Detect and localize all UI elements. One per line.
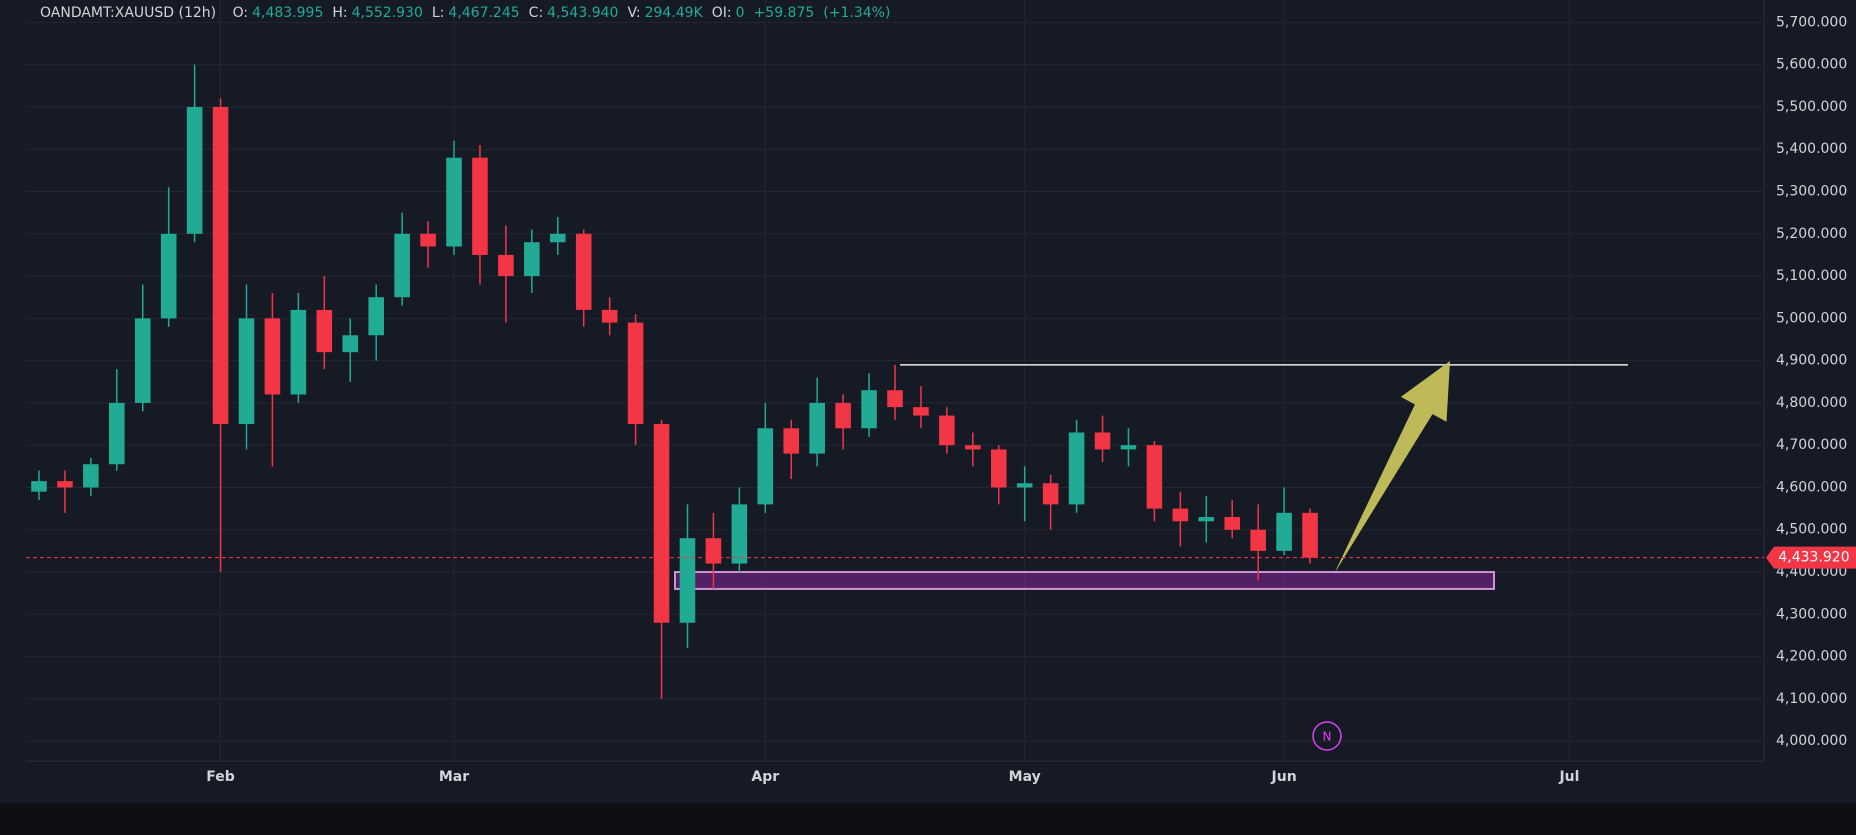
candle-body	[1224, 517, 1241, 530]
field-value: 4,483.995	[252, 5, 324, 21]
candle-body	[472, 157, 488, 255]
candle-body	[679, 538, 696, 623]
candle-body	[1042, 483, 1059, 505]
y-tick-label: 5,100.000	[1776, 268, 1847, 284]
candle-body	[1276, 512, 1292, 551]
y-tick-label: 4,000.000	[1776, 733, 1847, 749]
candle-body	[990, 449, 1007, 488]
candle-body	[1198, 517, 1215, 522]
x-tick-label: Mar	[439, 769, 469, 785]
candle-body	[1120, 445, 1137, 450]
candle-body	[601, 309, 618, 323]
candle-body	[783, 428, 800, 454]
y-tick-label: 4,800.000	[1776, 395, 1847, 411]
candle-body	[939, 415, 955, 446]
field-key: O:	[232, 5, 249, 21]
y-tick-label: 4,300.000	[1776, 606, 1847, 622]
y-tick-label: 5,600.000	[1776, 57, 1847, 73]
candle-body	[705, 538, 722, 564]
field-key: OI:	[711, 5, 732, 21]
candle-body	[575, 233, 592, 310]
candle-body	[835, 402, 851, 429]
candle-body	[965, 445, 981, 450]
field-key: H:	[332, 5, 348, 21]
x-tick-label: Feb	[206, 769, 235, 785]
bottom-bar	[0, 803, 1856, 835]
news-marker-label: N	[1323, 730, 1332, 744]
candle-body	[83, 464, 99, 488]
y-tick-label: 5,000.000	[1776, 310, 1847, 326]
candle-body	[1250, 529, 1266, 551]
y-tick-label: 4,600.000	[1776, 479, 1847, 495]
y-tick-label: 5,300.000	[1776, 184, 1847, 200]
y-tick-label: 4,900.000	[1776, 353, 1847, 369]
field-key: V:	[627, 5, 641, 21]
y-tick-label: 5,500.000	[1776, 99, 1847, 115]
candle-body	[394, 233, 410, 298]
y-tick-label: 4,700.000	[1776, 437, 1847, 453]
candle-body	[31, 481, 47, 492]
x-tick-label: Jul	[1558, 769, 1579, 785]
candle-body	[264, 318, 281, 395]
symbol-header: OANDAMT:XAUUSD (12h) O: 4,483.995 H: 4,552.…	[40, 5, 899, 21]
field-key: L:	[431, 5, 445, 21]
candle-body	[524, 242, 540, 277]
y-tick-label: 4,500.000	[1776, 522, 1847, 538]
candle-body	[1068, 432, 1085, 505]
change-percent: (+1.34%)	[823, 5, 891, 21]
candle-body	[861, 390, 877, 429]
candle-body	[290, 309, 307, 395]
last-price-tag	[1766, 546, 1856, 569]
y-tick-label: 4,100.000	[1776, 691, 1847, 707]
support-zone	[674, 571, 1495, 590]
field-value: 4,467.245	[448, 5, 520, 21]
target-arrow	[1334, 361, 1450, 574]
candle-body	[134, 318, 151, 403]
candle-body	[1146, 445, 1163, 509]
y-tick-label: 4,200.000	[1776, 649, 1847, 665]
y-tick-label: 5,200.000	[1776, 226, 1847, 242]
candle-body	[653, 424, 670, 623]
candle-body	[809, 402, 825, 454]
candle-body	[498, 254, 514, 277]
background	[0, 0, 1856, 803]
y-tick-label: 5,700.000	[1776, 14, 1847, 30]
field-value: 0	[735, 5, 745, 21]
candle-body	[757, 428, 774, 505]
y-tick-label: 5,400.000	[1776, 141, 1847, 157]
candle-body	[1094, 432, 1111, 450]
candle-body	[420, 233, 436, 247]
field-key: C:	[528, 5, 544, 21]
candle-body	[186, 106, 203, 234]
x-tick-label: May	[1009, 769, 1041, 785]
candle-body	[549, 233, 566, 243]
change: +59.875	[753, 5, 815, 21]
candle-body	[627, 322, 644, 425]
candle-body	[212, 106, 229, 425]
candle-body	[1016, 483, 1033, 488]
x-tick-label: Apr	[751, 769, 779, 785]
field-value: 4,543.940	[547, 5, 619, 21]
candle-body	[731, 504, 748, 564]
candle-body	[368, 297, 384, 336]
candle-body	[160, 233, 177, 319]
candle-body	[446, 157, 462, 247]
candle-body	[887, 390, 903, 408]
news-marker	[1312, 721, 1342, 751]
candle-body	[238, 318, 255, 425]
field-value: 294.49K	[644, 5, 703, 21]
x-tick-label: Jun	[1271, 769, 1297, 785]
candle-body	[316, 309, 333, 353]
symbol: OANDAMT:XAUUSD (12h)	[40, 5, 217, 21]
field-value: 4,552.930	[351, 5, 423, 21]
last-price-label: 4,433.920	[1778, 550, 1849, 566]
candle-body	[1302, 512, 1318, 558]
candle-body	[913, 407, 929, 416]
candle-body	[109, 402, 125, 465]
candle-body	[1172, 508, 1189, 522]
candle-body	[57, 481, 73, 488]
candle-body	[342, 335, 359, 353]
